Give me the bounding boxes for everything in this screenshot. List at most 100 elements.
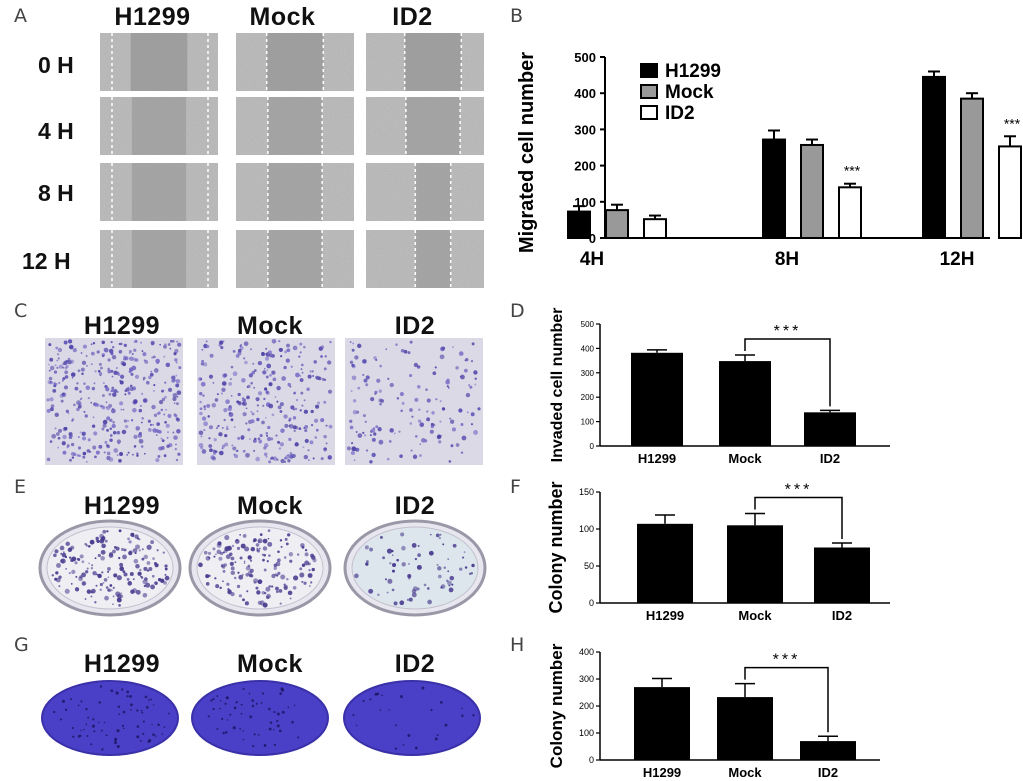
panel-label-a: A <box>14 5 27 27</box>
y-tick-label: 150 <box>579 487 594 497</box>
category-label: H1299 <box>643 765 681 780</box>
wound-image <box>236 163 354 221</box>
bar-id2-8h <box>838 186 862 240</box>
panel-label-h: H <box>510 634 525 656</box>
y-tick-label: 400 <box>574 86 596 101</box>
legend-label-mock: Mock <box>665 82 714 103</box>
wound-image <box>100 163 218 221</box>
timepoint-12h: 12 H <box>22 248 71 274</box>
legend-swatch-id2 <box>640 105 658 120</box>
bar-mock <box>717 697 773 760</box>
panel-label-e: E <box>14 476 27 498</box>
chart-colony-number-h: 0 100 200 300 400 Colony number H1299 Mock ID2 **… <box>547 643 880 780</box>
y-tick-label: 300 <box>581 369 595 378</box>
category-label: 4H <box>580 249 604 270</box>
bar-h1299 <box>634 687 690 760</box>
y-tick-label: 0 <box>589 755 594 765</box>
invasion-header-id2: ID2 <box>394 312 436 340</box>
agar-header-h1299: H1299 <box>83 650 161 678</box>
bar-mock-12h <box>960 97 984 239</box>
y-tick-label: 100 <box>581 418 595 427</box>
category-label: H1299 <box>638 451 676 466</box>
colony-dish <box>188 519 332 617</box>
panel-label-c: C <box>14 300 28 322</box>
soft-agar-dish <box>343 680 481 756</box>
y-tick-label: 200 <box>574 159 596 174</box>
y-tick-label: 100 <box>579 524 594 534</box>
significance-mark: *** <box>773 652 801 669</box>
y-tick-label: 500 <box>581 320 595 329</box>
y-axis-label: Invaded cell number <box>549 308 566 463</box>
legend-label-h1299: H1299 <box>665 61 721 82</box>
y-tick-label: 0 <box>589 598 594 608</box>
chart-migrated-cells: 0 100 200 300 400 500 Migrated cell number 4H **… <box>516 50 1022 270</box>
bar-id2 <box>814 547 870 603</box>
soft-agar-dish <box>41 680 179 756</box>
wound-image <box>236 97 354 155</box>
y-tick-label: 200 <box>579 701 594 711</box>
bar-mock <box>719 361 771 446</box>
significance-mark: *** <box>774 323 802 340</box>
category-label: ID2 <box>818 765 838 780</box>
significance-mark: *** <box>1004 115 1021 131</box>
bar-h1299-12h <box>922 75 946 239</box>
timepoint-0h: 0 H <box>38 52 74 78</box>
y-tick-label: 300 <box>574 122 596 137</box>
category-label: ID2 <box>832 608 852 623</box>
legend-swatch-mock <box>640 84 658 99</box>
colony-header-h1299: H1299 <box>83 492 161 520</box>
y-tick-label: 100 <box>579 728 594 738</box>
colony-formation-dishes <box>38 519 487 617</box>
panel-label-g: G <box>14 634 29 656</box>
agar-header-mock: Mock <box>237 650 303 678</box>
wound-image <box>366 97 484 155</box>
chart-invaded-cells: 0 100 200 300 400 500 Invaded cell number H1299… <box>549 308 890 466</box>
significance-bracket <box>744 338 831 407</box>
colony-header-id2: ID2 <box>394 492 436 520</box>
wound-image <box>236 230 354 288</box>
y-tick-label: 400 <box>579 647 594 657</box>
y-tick-label: 50 <box>584 561 594 571</box>
panel-label-d: D <box>510 300 525 322</box>
wound-image <box>100 97 218 155</box>
bar-mock-8h <box>800 143 824 239</box>
wound-image <box>100 33 218 91</box>
significance-mark: *** <box>785 481 813 498</box>
wound-image <box>366 33 484 91</box>
transwell-image <box>45 338 183 465</box>
wound-image <box>236 33 354 91</box>
colony-header-mock: Mock <box>237 492 303 520</box>
significance-mark: *** <box>844 163 861 179</box>
bar-id2-12h <box>998 145 1022 239</box>
y-axis-label: Colony number <box>547 643 566 768</box>
timepoint-4h: 4 H <box>38 118 74 144</box>
chart-colony-number-f: 0 50 100 150 Colony number H1299 Mock ID2 *** <box>546 481 890 623</box>
bar-id2 <box>800 741 856 760</box>
bar-h1299 <box>637 523 693 603</box>
wound-header-mock: Mock <box>249 3 316 31</box>
category-label: H1299 <box>646 608 684 623</box>
legend-label-id2: ID2 <box>665 103 695 124</box>
invasion-header-mock: Mock <box>237 312 303 340</box>
soft-agar-dish <box>191 680 329 756</box>
y-tick-label: 400 <box>581 344 595 353</box>
y-tick-label: 100 <box>574 195 596 210</box>
wound-image <box>366 230 484 288</box>
panel-label-f: F <box>510 476 521 498</box>
y-tick-label: 500 <box>574 50 596 65</box>
legend-swatch-h1299 <box>640 63 658 78</box>
category-label: Mock <box>738 608 772 623</box>
colony-dish <box>343 519 487 617</box>
soft-agar-dishes <box>41 680 481 756</box>
y-axis-label: Colony number <box>546 481 566 613</box>
wound-image <box>366 163 484 221</box>
category-label: ID2 <box>820 451 840 466</box>
transwell-invasion-images <box>45 338 483 465</box>
category-label: 8H <box>775 249 799 270</box>
y-axis-label: Migrated cell number <box>516 52 538 253</box>
bar-h1299 <box>631 352 683 446</box>
y-tick-label: 0 <box>590 442 595 451</box>
y-tick-label: 0 <box>589 231 596 246</box>
category-label: Mock <box>728 765 762 780</box>
wound-header-id2: ID2 <box>392 3 433 31</box>
